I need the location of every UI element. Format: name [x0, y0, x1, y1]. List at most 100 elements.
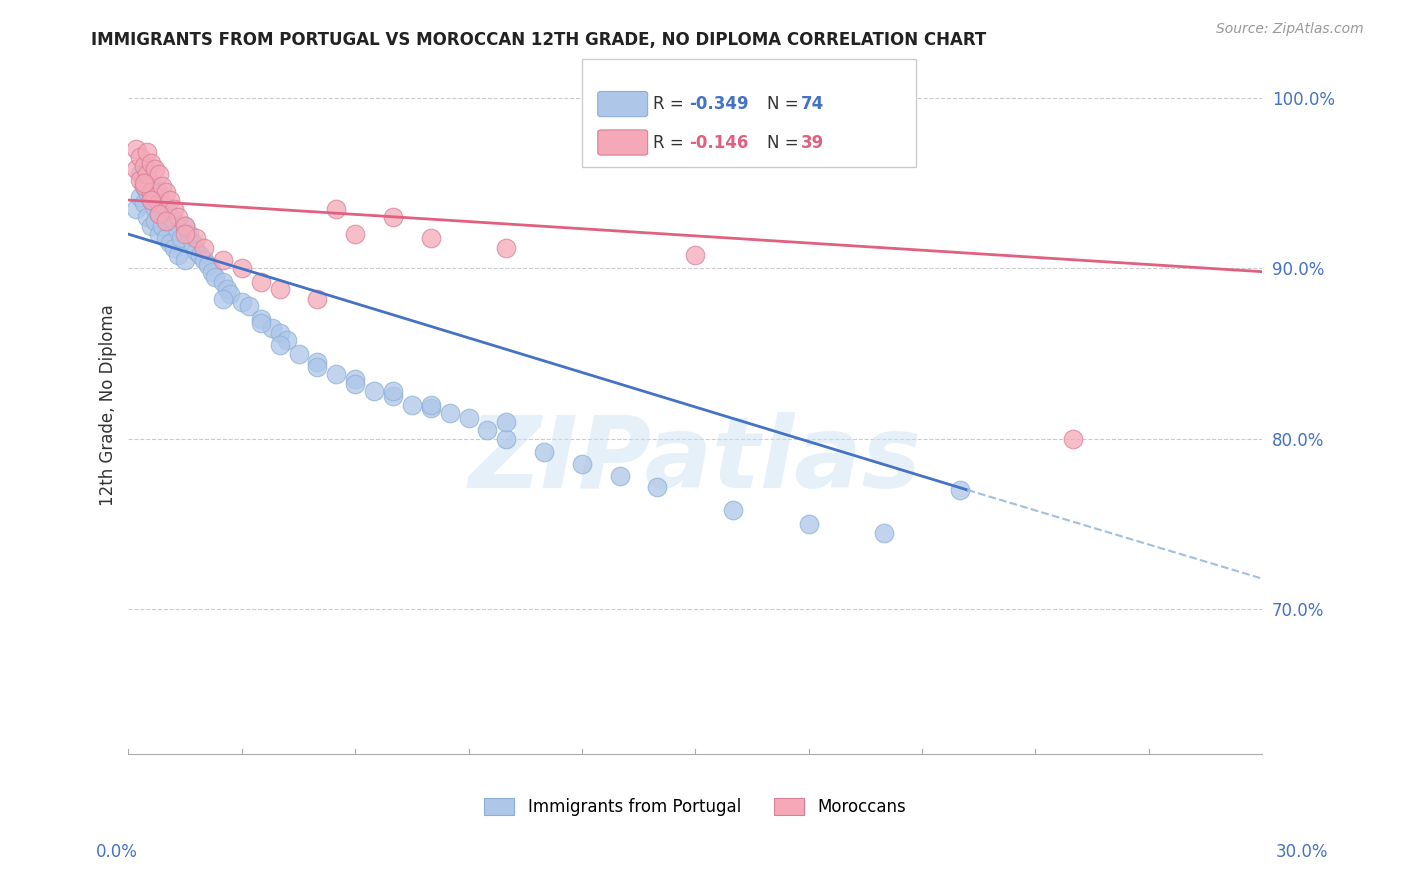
Point: [132, 196, 155, 211]
Point: [148, 207, 170, 221]
Text: ZIPatlas: ZIPatlas: [468, 412, 922, 509]
Point: [139, 176, 162, 190]
Point: [381, 389, 404, 403]
Point: [152, 179, 174, 194]
Point: [419, 401, 441, 415]
Point: [307, 355, 329, 369]
Point: [215, 282, 238, 296]
Point: [125, 162, 148, 177]
Point: [143, 213, 166, 227]
Point: [419, 230, 441, 244]
Point: [193, 241, 215, 255]
Point: [159, 235, 181, 250]
Legend: Immigrants from Portugal, Moroccans: Immigrants from Portugal, Moroccans: [484, 797, 907, 816]
Text: Source: ZipAtlas.com: Source: ZipAtlas.com: [1216, 22, 1364, 37]
Point: [139, 155, 162, 169]
Point: [1062, 432, 1084, 446]
Point: [249, 316, 271, 330]
Point: [163, 241, 186, 255]
Point: [276, 333, 298, 347]
Point: [143, 181, 166, 195]
Point: [188, 247, 211, 261]
Point: [139, 219, 162, 233]
Point: [381, 210, 404, 224]
Point: [166, 247, 188, 261]
Point: [344, 227, 367, 242]
Point: [307, 292, 329, 306]
Point: [363, 384, 385, 398]
Text: -0.349: -0.349: [689, 95, 749, 113]
Point: [238, 299, 260, 313]
Text: 30.0%: 30.0%: [1277, 843, 1329, 861]
Point: [647, 479, 669, 493]
Point: [609, 469, 631, 483]
Point: [177, 227, 200, 242]
Point: [159, 210, 181, 224]
Point: [143, 162, 166, 177]
Point: [132, 179, 155, 194]
Point: [344, 377, 367, 392]
Text: IMMIGRANTS FROM PORTUGAL VS MOROCCAN 12TH GRADE, NO DIPLOMA CORRELATION CHART: IMMIGRANTS FROM PORTUGAL VS MOROCCAN 12T…: [91, 31, 987, 49]
Text: 0.0%: 0.0%: [96, 843, 138, 861]
Point: [269, 326, 291, 340]
Text: 74: 74: [800, 95, 824, 113]
Point: [231, 295, 253, 310]
Point: [155, 213, 177, 227]
Point: [197, 258, 219, 272]
FancyBboxPatch shape: [582, 59, 917, 167]
Point: [132, 159, 155, 173]
Point: [148, 186, 170, 201]
Point: [174, 219, 197, 233]
Point: [212, 252, 235, 267]
Point: [143, 189, 166, 203]
Point: [139, 193, 162, 207]
Point: [186, 244, 208, 259]
Point: [132, 179, 155, 194]
Point: [683, 247, 706, 261]
Point: [495, 241, 517, 255]
Point: [136, 168, 159, 182]
Point: [269, 282, 291, 296]
Point: [148, 207, 170, 221]
Text: 39: 39: [800, 134, 824, 152]
Point: [155, 202, 177, 216]
Point: [212, 275, 235, 289]
Text: R =: R =: [654, 134, 689, 152]
Point: [152, 196, 174, 211]
FancyBboxPatch shape: [598, 92, 648, 117]
Point: [381, 384, 404, 398]
Point: [166, 224, 188, 238]
Point: [797, 516, 820, 531]
Point: [325, 367, 347, 381]
Point: [174, 227, 197, 242]
Point: [204, 269, 226, 284]
Point: [136, 145, 159, 160]
Point: [721, 503, 744, 517]
Point: [155, 230, 177, 244]
Point: [287, 346, 309, 360]
Point: [174, 219, 197, 233]
Point: [269, 338, 291, 352]
Point: [249, 275, 271, 289]
Point: [260, 321, 283, 335]
Point: [163, 202, 186, 216]
Point: [193, 252, 215, 267]
Y-axis label: 12th Grade, No Diploma: 12th Grade, No Diploma: [100, 304, 117, 506]
Text: -0.146: -0.146: [689, 134, 749, 152]
Point: [163, 213, 186, 227]
Point: [159, 193, 181, 207]
Point: [200, 265, 222, 279]
Point: [212, 292, 235, 306]
Point: [148, 227, 170, 242]
Point: [181, 235, 204, 250]
Point: [139, 193, 162, 207]
Point: [533, 445, 555, 459]
Text: N =: N =: [766, 134, 804, 152]
Point: [136, 185, 159, 199]
Point: [457, 411, 479, 425]
Point: [249, 312, 271, 326]
Point: [143, 202, 166, 216]
Point: [170, 230, 193, 244]
Point: [231, 261, 253, 276]
Point: [128, 189, 150, 203]
